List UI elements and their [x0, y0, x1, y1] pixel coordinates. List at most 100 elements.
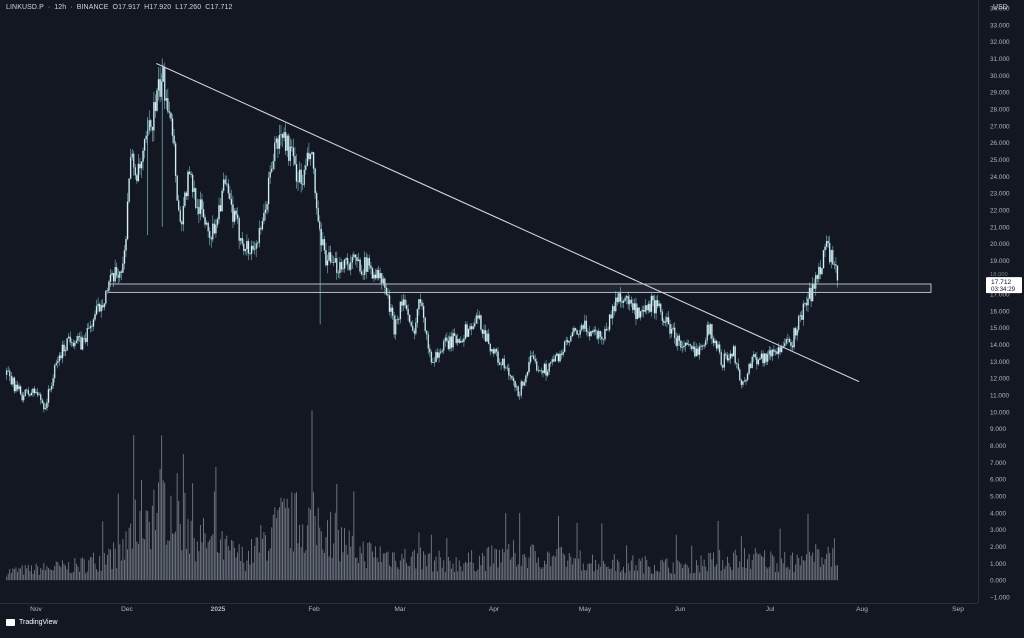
- candle-body: [720, 352, 722, 366]
- candle-body: [43, 402, 45, 410]
- candle-body: [263, 212, 265, 222]
- candle-body: [190, 173, 192, 176]
- candle-body: [771, 349, 774, 357]
- candle-body: [83, 337, 85, 339]
- candle-body: [582, 325, 584, 329]
- volume-bar: [458, 560, 460, 581]
- volume-bar: [415, 568, 417, 581]
- volume-bar: [615, 571, 617, 581]
- volume-bar: [579, 550, 581, 581]
- volume-bar: [654, 564, 655, 581]
- candle-body: [429, 348, 431, 353]
- volume-bar: [466, 563, 468, 581]
- candle-body: [415, 322, 417, 334]
- candle-body: [419, 299, 422, 303]
- candle-body: [734, 346, 736, 364]
- volume-bar: [835, 565, 837, 581]
- volume-bar: [310, 509, 311, 581]
- volume-bar: [733, 552, 735, 581]
- volume-bar: [241, 546, 243, 581]
- volume-bar: [384, 553, 386, 581]
- candle-body: [584, 320, 586, 329]
- candle-body: [785, 339, 788, 344]
- volume-bar: [306, 525, 308, 581]
- volume-bar: [6, 576, 8, 581]
- candle-body: [666, 317, 668, 322]
- volume-bar: [342, 552, 344, 581]
- volume-bar: [446, 538, 448, 581]
- volume-bar: [570, 556, 572, 581]
- candle-body: [770, 350, 772, 357]
- candle-body: [382, 278, 385, 284]
- volume-bar: [344, 527, 345, 581]
- candle-body: [549, 362, 552, 364]
- candle-body: [725, 353, 727, 356]
- volume-bar: [186, 548, 187, 581]
- volume-bar: [164, 482, 166, 581]
- volume-bar: [520, 565, 522, 581]
- candle-body: [205, 222, 208, 225]
- candle-body: [711, 324, 713, 339]
- candle-body: [140, 161, 143, 169]
- candle-body: [450, 336, 453, 348]
- price-tick-label: 28.000: [990, 106, 1010, 113]
- volume-bar: [689, 573, 691, 581]
- volume-bar: [771, 554, 773, 581]
- volume-bar: [82, 557, 84, 581]
- candle-body: [481, 329, 484, 334]
- volume-bar: [20, 568, 22, 581]
- volume-bar: [260, 525, 262, 581]
- price-tick-label: 25.000: [990, 157, 1010, 164]
- volume-bar: [351, 535, 353, 581]
- candle-body: [822, 250, 825, 269]
- volume-bar: [300, 547, 302, 581]
- volume-bar: [361, 553, 363, 581]
- volume-bar: [48, 568, 49, 581]
- candle-body: [374, 274, 377, 279]
- volume-bar: [54, 566, 56, 581]
- candle-body: [125, 239, 127, 251]
- candle-body: [815, 274, 817, 289]
- volume-bar: [71, 573, 73, 581]
- currency-label[interactable]: USD: [993, 4, 1008, 11]
- candle-body: [753, 354, 755, 358]
- candle-body: [797, 316, 800, 330]
- candle-body: [511, 376, 513, 379]
- volume-bar: [833, 538, 835, 581]
- candle-body: [458, 338, 460, 343]
- candle-body: [198, 207, 200, 215]
- volume-bar: [145, 510, 147, 581]
- tradingview-logo[interactable]: TradingView: [6, 619, 58, 626]
- volume-bar: [232, 541, 234, 581]
- volume-bar: [599, 566, 601, 581]
- candle-body: [390, 307, 392, 312]
- candle-body: [545, 363, 547, 376]
- volume-bar: [350, 546, 352, 581]
- candle-body: [435, 351, 437, 363]
- candle-body: [632, 303, 634, 311]
- candle-body: [684, 342, 687, 347]
- candle-body: [38, 394, 40, 396]
- volume-bar: [561, 546, 562, 581]
- candle-body: [514, 380, 516, 388]
- candle-body: [669, 323, 671, 334]
- volume-bar: [610, 568, 612, 581]
- interval-label: 12h: [54, 4, 67, 11]
- candle-body: [50, 385, 53, 390]
- candle-body: [346, 257, 349, 265]
- volume-bar: [508, 544, 510, 581]
- candle-body: [270, 168, 273, 172]
- volume-bar: [85, 573, 87, 581]
- candle-body: [191, 174, 194, 193]
- volume-bar: [624, 572, 626, 581]
- volume-bar: [158, 482, 159, 581]
- symbol-legend[interactable]: LINKUSD.P · 12h · BINANCE O17.917 H17.920 L17.2…: [6, 4, 233, 11]
- volume-bar: [663, 562, 665, 581]
- volume-bar: [58, 565, 60, 581]
- candle-body: [801, 315, 803, 320]
- candle-body: [574, 328, 577, 331]
- price-tick-label: 34.000: [990, 6, 1010, 13]
- candle-body: [235, 210, 237, 215]
